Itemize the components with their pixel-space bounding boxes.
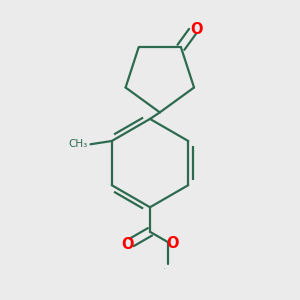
Text: O: O	[167, 236, 179, 251]
Text: CH₃: CH₃	[69, 139, 88, 149]
Text: O: O	[190, 22, 203, 37]
Text: O: O	[121, 237, 134, 252]
